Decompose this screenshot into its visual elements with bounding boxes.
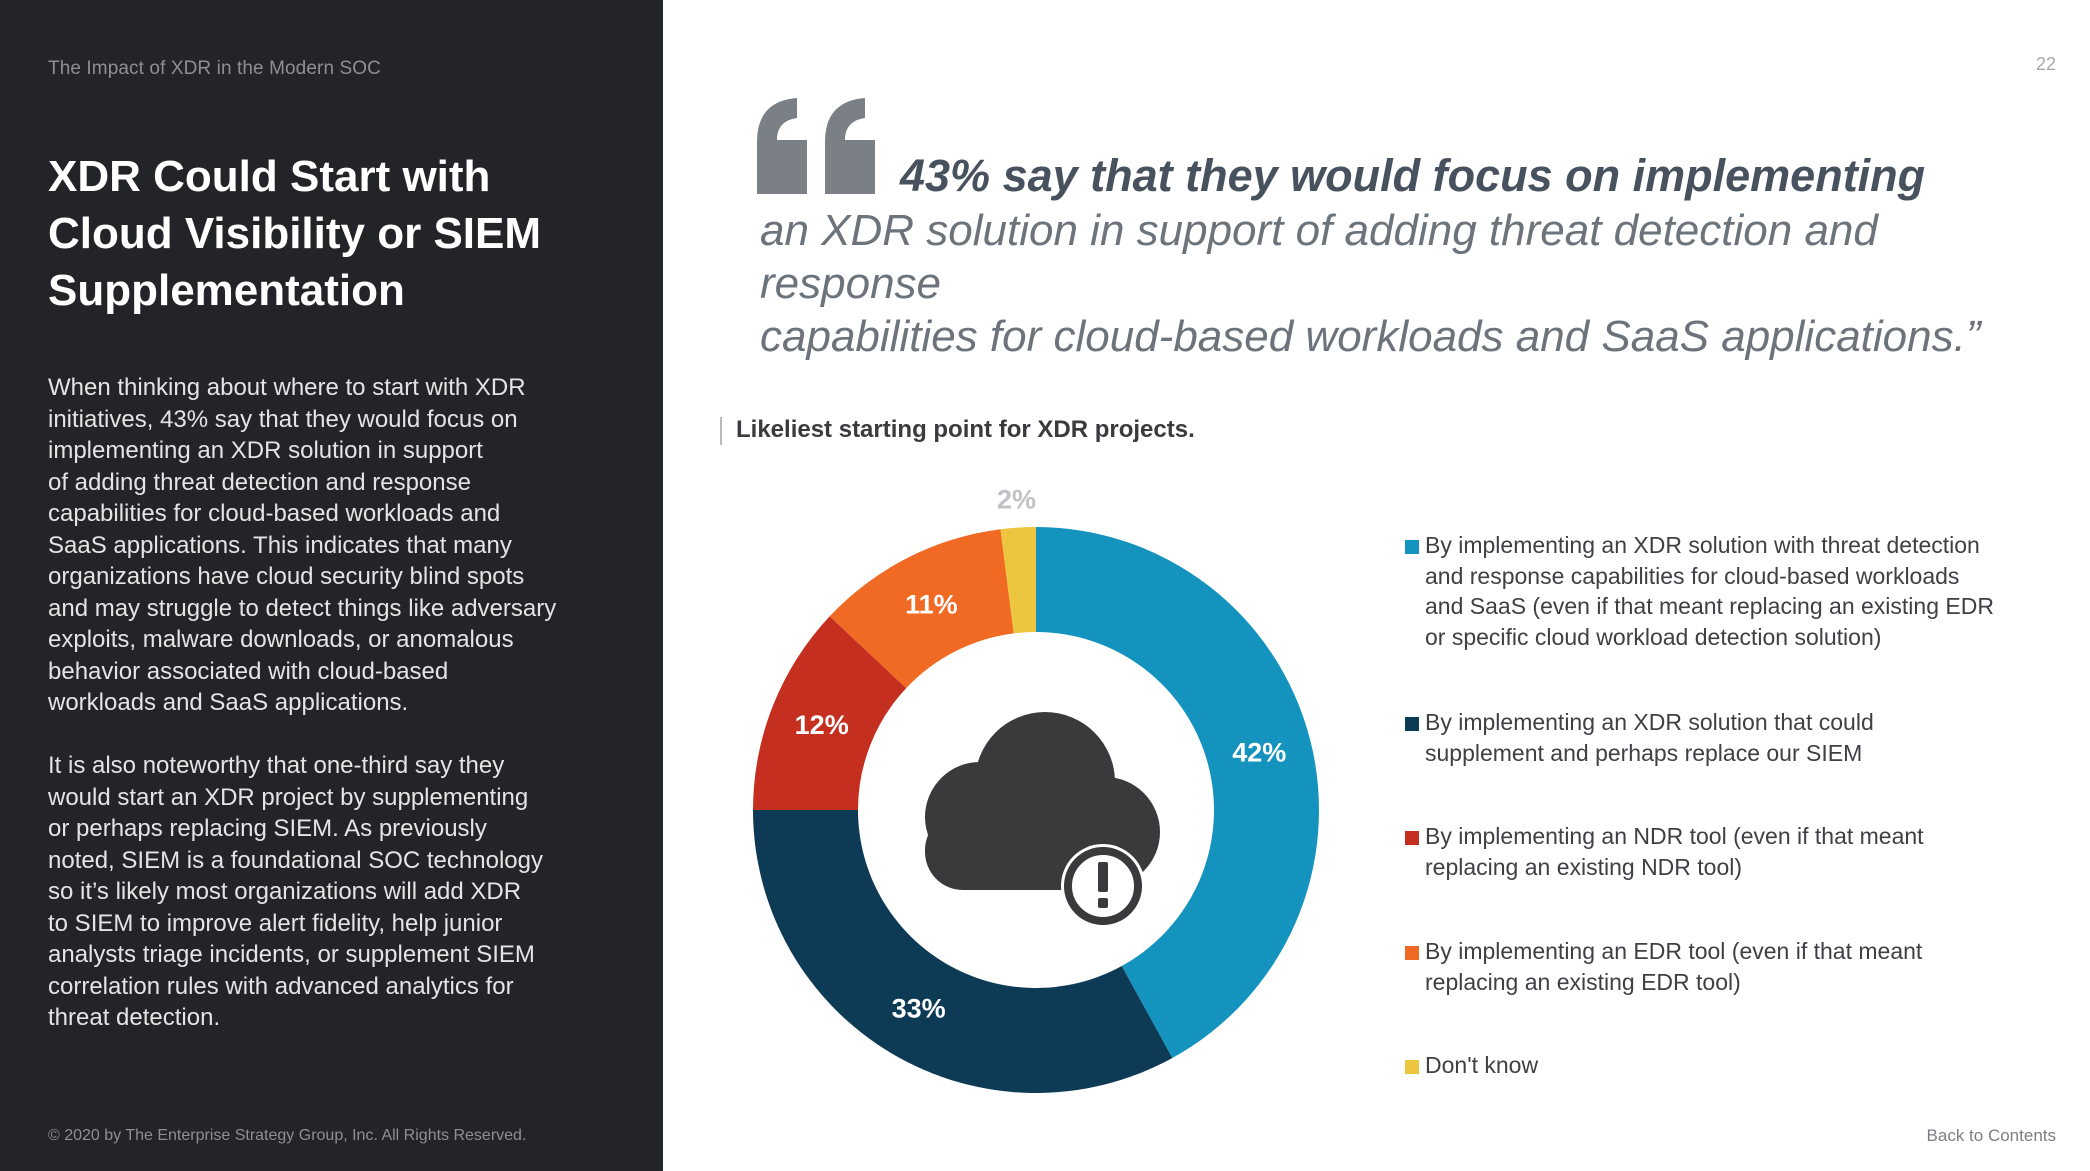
quote-line: an XDR solution in support of adding thr… — [760, 206, 1878, 308]
legend-label-line: supplement and perhaps replace our SIEM — [1425, 739, 1863, 766]
legend-item: By implementing an XDR solution with thr… — [1405, 530, 2005, 652]
legend-item: By implementing an EDR tool (even if tha… — [1405, 936, 2005, 997]
donut-value-label: 2% — [997, 485, 1036, 515]
legend-swatch — [1405, 717, 1419, 731]
pull-quote-text: an XDR solution in support of adding thr… — [760, 204, 2020, 363]
legend-swatch — [1405, 946, 1419, 960]
legend-item: By implementing an XDR solution that cou… — [1405, 707, 2005, 768]
legend-label-line: By implementing an XDR solution with thr… — [1425, 532, 1980, 558]
legend-label-line: Don't know — [1425, 1052, 1539, 1078]
donut-value-label: 42% — [1232, 738, 1286, 768]
legend-label-line: By implementing an EDR tool (even if tha… — [1425, 938, 1923, 964]
legend-label-line: By implementing an XDR solution that cou… — [1425, 709, 1874, 735]
donut-value-labels: 42% 33% 12% 11% 2% — [795, 485, 1287, 1024]
text-line: so it’s likely most organizations will a… — [48, 878, 522, 905]
text-line: to SIEM to improve alert fidelity, help … — [48, 909, 503, 937]
text-line: of adding threat detection and response — [48, 468, 471, 496]
donut-slice — [753, 810, 1173, 1093]
donut-slice — [1036, 527, 1320, 1058]
pull-quote-highlight: 43% say that they would focus on impleme… — [900, 150, 1926, 201]
text-line: threat detection. — [48, 1004, 221, 1031]
heading-line: Cloud Visibility or SIEM — [48, 209, 542, 258]
text-line: implementing an XDR solution in support — [48, 437, 483, 464]
legend-label-line: and response capabilities for cloud-base… — [1425, 562, 1960, 589]
text-line: It is also noteworthy that one-third say… — [48, 752, 505, 779]
text-line: or perhaps replacing SIEM. As previously — [48, 815, 487, 842]
text-line: organizations have cloud security blind … — [48, 563, 525, 590]
donut-slice — [1000, 527, 1036, 634]
legend-label-line: and SaaS (even if that meant replacing a… — [1425, 593, 1994, 619]
text-line: capabilities for cloud-based workloads a… — [48, 500, 501, 527]
legend-label-line: By implementing an NDR tool (even if tha… — [1425, 823, 1924, 849]
text-line: workloads and SaaS applications. — [48, 689, 409, 716]
donut-value-label: 11% — [905, 590, 958, 620]
text-line: noted, SIEM is a foundational SOC techno… — [48, 846, 543, 874]
cloud-alert-icon — [925, 712, 1160, 928]
legend-label: By implementing an NDR tool (even if tha… — [1425, 821, 1924, 882]
legend-swatch — [1405, 831, 1419, 845]
legend-label: By implementing an EDR tool (even if tha… — [1425, 936, 1922, 997]
quote-line: capabilities for cloud-based workloads a… — [760, 312, 1981, 361]
legend-swatch — [1405, 1060, 1419, 1074]
donut-slice — [829, 529, 1014, 689]
legend-label-line: or specific cloud workload detection sol… — [1425, 623, 1882, 650]
text-line: behavior associated with cloud-based — [48, 657, 449, 685]
text-line: correlation rules with advanced analytic… — [48, 972, 514, 1000]
back-to-contents-link[interactable]: Back to Contents — [1926, 1126, 2056, 1145]
copyright-notice: © 2020 by The Enterprise Strategy Group,… — [48, 1127, 527, 1144]
donut-value-label: 33% — [892, 993, 946, 1023]
legend-label: By implementing an XDR solution with thr… — [1425, 530, 1994, 652]
donut-slice — [753, 616, 907, 810]
quote-mark-icon — [757, 98, 875, 194]
legend-swatch — [1405, 540, 1419, 554]
text-line: SaaS applications. This indicates that m… — [48, 531, 512, 559]
legend-item: Don't know — [1405, 1050, 2005, 1081]
text-line: When thinking about where to start with … — [48, 374, 526, 401]
sidebar-panel: The Impact of XDR in the Modern SOC XDR … — [0, 0, 663, 1171]
heading-line: Supplementation — [48, 266, 405, 315]
donut-slices — [753, 527, 1320, 1093]
legend-label-line: replacing an existing NDR tool) — [1425, 853, 1743, 880]
legend-label: By implementing an XDR solution that cou… — [1425, 707, 1874, 768]
text-line: initiatives, 43% say that they would foc… — [48, 405, 518, 433]
legend-label-line: replacing an existing EDR tool) — [1425, 968, 1741, 995]
body-paragraph-1: When thinking about where to start with … — [48, 372, 588, 719]
chart-title: Likeliest starting point for XDR project… — [736, 416, 1195, 443]
page-heading: XDR Could Start with Cloud Visibility or… — [48, 148, 608, 319]
text-line: would start an XDR project by supplement… — [48, 783, 529, 811]
legend-label: Don't know — [1425, 1050, 1538, 1081]
text-line: analysts triage incidents, or supplement… — [48, 941, 535, 968]
page-number: 22 — [2035, 54, 2056, 74]
donut-chart: 42% 33% 12% 11% 2% — [753, 485, 1320, 1093]
body-paragraph-2: It is also noteworthy that one-third say… — [48, 750, 588, 1034]
chart-title-divider — [720, 417, 722, 445]
document-title: The Impact of XDR in the Modern SOC — [48, 58, 381, 79]
legend-item: By implementing an NDR tool (even if tha… — [1405, 821, 2005, 882]
text-line: and may struggle to detect things like a… — [48, 594, 557, 622]
text-line: exploits, malware downloads, or anomalou… — [48, 626, 514, 653]
heading-line: XDR Could Start with — [48, 152, 491, 201]
donut-value-label: 12% — [795, 710, 849, 740]
